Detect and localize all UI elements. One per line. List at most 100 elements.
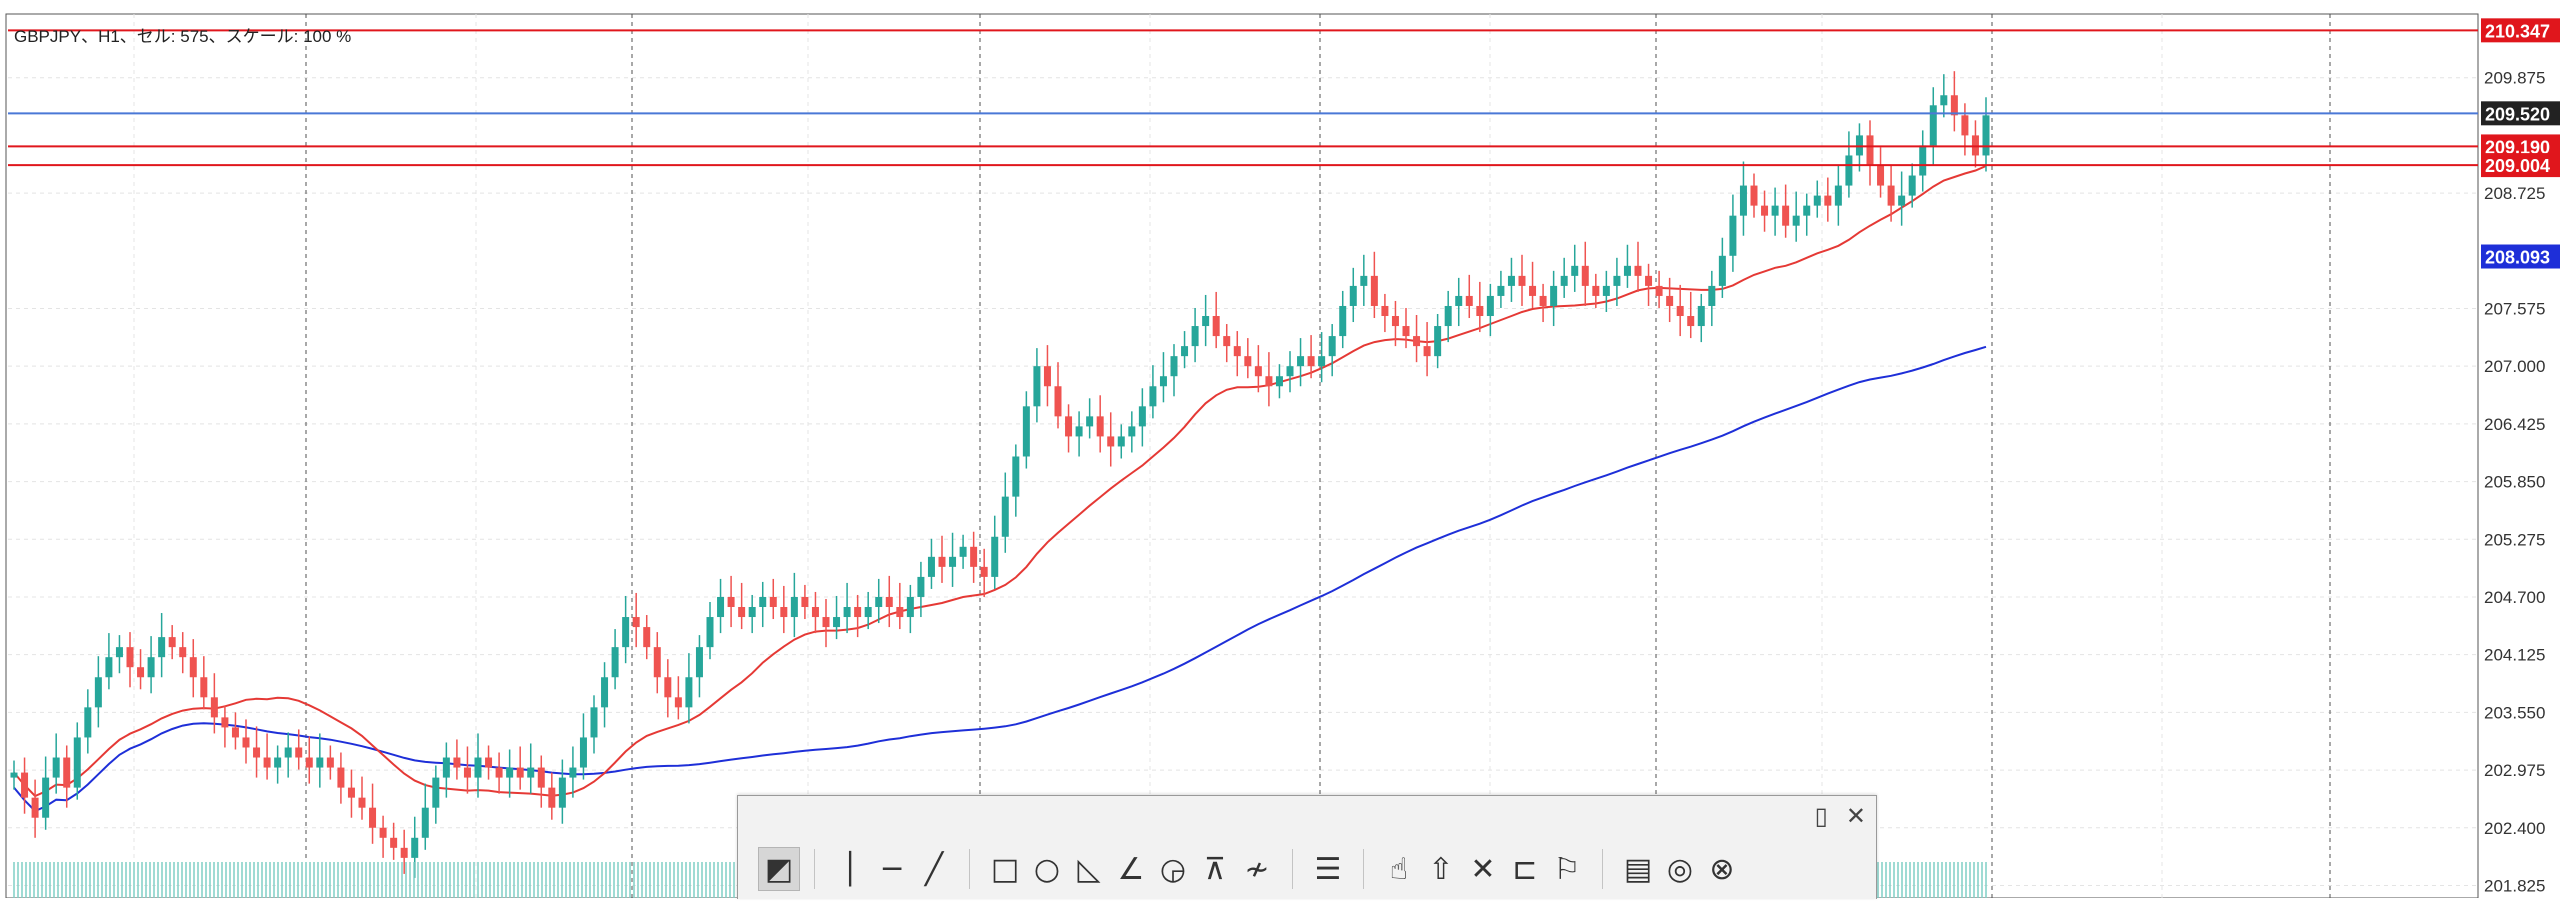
candle-body [189, 657, 197, 678]
candle-body [1318, 356, 1326, 367]
candle-body [421, 807, 429, 838]
candle-body [970, 546, 978, 567]
candle-body [1803, 205, 1811, 216]
candle-body [1824, 195, 1832, 206]
candle-body [769, 596, 777, 608]
channel-icon[interactable]: ∠ [1117, 851, 1145, 887]
arrow-up-icon[interactable]: ⇧ [1428, 851, 1454, 887]
toolbar-separator [1292, 849, 1293, 889]
candle-body [653, 647, 661, 678]
candle-body [1497, 285, 1505, 296]
candle-body [1328, 336, 1336, 357]
candle-body [759, 596, 767, 608]
candle-body [811, 607, 819, 618]
price-badge-label: 209.004 [2485, 156, 2550, 176]
cross-icon[interactable]: ✕ [1470, 851, 1496, 887]
candle-body [1455, 295, 1463, 306]
candle-body [1128, 426, 1136, 437]
drawing-toolbar[interactable]: ▯ ✕ ◩ │ ─ ╱ □ ○ ◺ ∠ ◶ ⊼ ≁ ☰ ☝ ⇧ ✕ ⊏ ⚐ ▤ ◎ ⊗ [737, 795, 1877, 899]
y-tick-label: 204.700 [2484, 588, 2545, 607]
select-tool-icon[interactable]: ◩ [758, 847, 800, 891]
price-badge-label: 209.520 [2485, 104, 2550, 124]
candle-body [1940, 95, 1948, 106]
candle-body [1834, 185, 1842, 206]
candle-body [379, 827, 387, 838]
candle-body [1602, 285, 1610, 296]
candle-body [1065, 416, 1073, 437]
price-badge-label: 208.093 [2485, 248, 2550, 268]
candle-body [253, 747, 261, 758]
candle-body [1360, 275, 1368, 286]
delete-target-icon[interactable]: ⊗ [1709, 851, 1735, 887]
candle-body [1929, 105, 1937, 146]
wave-icon[interactable]: ≁ [1244, 851, 1270, 887]
toolbar-separator [1363, 849, 1364, 889]
candle-body [1898, 195, 1906, 206]
candle-body [1687, 316, 1695, 327]
candle-body [601, 677, 609, 708]
candle-body [1391, 316, 1399, 327]
candle-body [63, 757, 71, 788]
candle-body [84, 707, 92, 738]
candle-body [1434, 326, 1442, 357]
ellipse-icon[interactable]: ○ [1033, 851, 1061, 887]
candle-body [864, 607, 872, 618]
vertical-line-icon[interactable]: │ [840, 851, 860, 887]
candle-body [1581, 265, 1589, 286]
candle-body [1043, 366, 1051, 387]
candle-body [147, 657, 155, 678]
candle-body [1908, 175, 1916, 196]
triangle-icon[interactable]: ◺ [1077, 851, 1101, 887]
candle-body [1623, 265, 1631, 276]
candle-body [1086, 416, 1094, 427]
price-label-icon[interactable]: ⊏ [1512, 851, 1538, 887]
candle-body [1982, 115, 1990, 156]
candle-body [1729, 215, 1737, 256]
toolbar-close-icon[interactable]: ✕ [1845, 802, 1866, 830]
ma-slow-line [13, 345, 1987, 813]
y-tick-label: 202.400 [2484, 819, 2545, 838]
candle-body [738, 607, 746, 618]
candle-body [1117, 436, 1125, 447]
candle-body [1560, 275, 1568, 286]
candle-body [1718, 255, 1726, 286]
toolbar-separator [969, 849, 970, 889]
candle-body [305, 757, 313, 768]
candle-body [622, 617, 630, 648]
rectangle-icon[interactable]: □ [990, 851, 1020, 887]
candle-body [1676, 305, 1684, 317]
price-badge [2481, 101, 2560, 126]
candle-body [727, 596, 735, 608]
document-icon[interactable]: ▤ [1623, 851, 1653, 887]
candle-body [1697, 305, 1705, 327]
candle-body [1771, 205, 1779, 216]
target-icon[interactable]: ◎ [1666, 851, 1694, 887]
toolbar-orient-icon[interactable]: ▯ [1814, 802, 1828, 830]
chart-symbol-info: GBPJPY、H1、セル: 575、スケール: 100 % [14, 27, 352, 46]
flag-icon[interactable]: ⚐ [1553, 851, 1581, 887]
candle-body [949, 556, 957, 567]
candle-body [168, 637, 176, 648]
candle-body [780, 607, 788, 618]
trendline-icon[interactable]: ╱ [924, 851, 944, 887]
y-tick-label: 202.975 [2484, 761, 2545, 780]
candle-body [685, 677, 693, 708]
candle-body [1866, 135, 1874, 166]
candle-body [1096, 416, 1104, 437]
candle-body [21, 772, 29, 798]
candle-body [674, 697, 682, 708]
candle-body [790, 596, 798, 618]
y-tick-label: 209.875 [2484, 69, 2545, 88]
candle-body [717, 596, 725, 618]
thumbs-up-icon[interactable]: ☝ [1389, 851, 1409, 887]
candle-body [1202, 316, 1210, 327]
properties-icon[interactable]: ☰ [1314, 851, 1342, 887]
gann-icon[interactable]: ⊼ [1204, 851, 1226, 887]
candle-body [927, 556, 935, 577]
candle-body [906, 596, 914, 618]
horizontal-line-icon[interactable]: ─ [882, 851, 902, 887]
fibonacci-icon[interactable]: ◶ [1159, 851, 1187, 887]
candle-body [1286, 366, 1294, 377]
